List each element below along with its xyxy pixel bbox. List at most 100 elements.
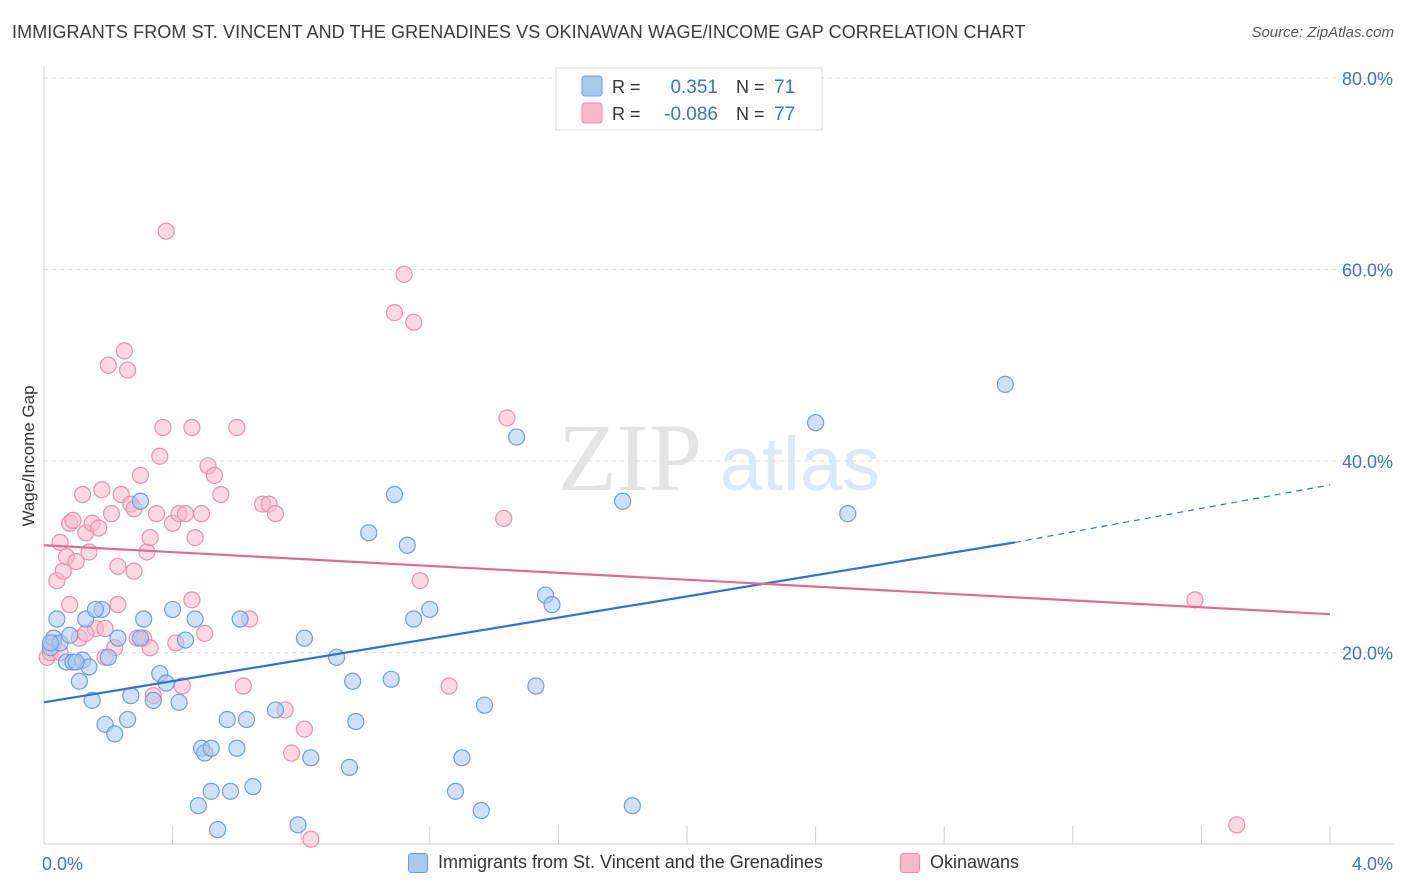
okinawans-trend-line	[43, 544, 1331, 616]
legend-n-label-2: N =	[736, 104, 765, 124]
pink-point-48	[212, 485, 230, 504]
legend-swatch-immigrants	[408, 852, 428, 873]
pink-point-65	[1186, 591, 1204, 609]
blue-point-44	[340, 758, 359, 777]
pink-point-68	[61, 596, 79, 614]
pink-point-45	[192, 505, 211, 523]
pink-point-34	[147, 505, 166, 523]
blue-point-41	[295, 629, 314, 647]
blue-point-20	[135, 610, 153, 628]
chart-source: Source: ZipAtlas.com	[1251, 24, 1394, 41]
pink-point-74	[183, 591, 201, 609]
x-tick-label-max: 4.0%	[1352, 854, 1393, 874]
legend-n-value-2: 77	[774, 104, 795, 125]
blue-point-40	[289, 816, 307, 834]
blue-point-61	[614, 492, 632, 510]
legend-r-value-1: 0.351	[670, 77, 718, 98]
blue-point-19	[131, 629, 150, 647]
pink-point-66	[1228, 816, 1246, 834]
gridlines	[44, 77, 1394, 653]
legend-swatch-pink	[581, 102, 603, 124]
pink-point-56	[295, 720, 314, 738]
blue-point-58	[527, 677, 545, 695]
okinawans-points	[38, 222, 1246, 848]
blue-point-49	[385, 485, 404, 504]
pink-point-49	[228, 418, 246, 437]
pink-point-63	[495, 509, 513, 528]
blue-point-68	[86, 600, 105, 619]
legend-item-okinawans: Okinawans	[900, 852, 1019, 873]
y-tick-label-60: 60.0%	[1342, 261, 1393, 281]
blue-point-51	[405, 610, 423, 628]
blue-point-53	[446, 782, 465, 800]
immigrants-trend-line	[43, 541, 1016, 704]
blue-point-60	[543, 596, 561, 614]
pink-point-62	[440, 677, 458, 695]
blue-point-42	[302, 749, 320, 767]
blue-point-55	[472, 801, 490, 820]
blue-point-31	[202, 782, 220, 800]
blue-point-37	[237, 710, 256, 729]
blue-point-27	[186, 610, 204, 628]
pink-point-29	[131, 466, 150, 484]
immigrants-trend-extension	[1014, 484, 1331, 543]
pink-point-53	[266, 505, 285, 523]
legend-r-label-2: R =	[612, 104, 641, 124]
blue-point-64	[839, 505, 857, 523]
series-legend: Immigrants from St. Vincent and the Gren…	[0, 848, 1406, 880]
pink-point-59	[395, 265, 413, 283]
blue-point-25	[170, 693, 188, 711]
blue-point-15	[106, 725, 124, 743]
blue-point-24	[164, 600, 182, 619]
blue-point-33	[218, 710, 236, 729]
pink-point-60	[405, 313, 423, 331]
blue-point-7	[70, 672, 88, 690]
pink-point-35	[151, 447, 169, 465]
blue-point-62	[623, 797, 641, 815]
blue-point-56	[475, 696, 494, 714]
pink-point-58	[385, 303, 404, 322]
legend-label-okinawans: Okinawans	[930, 852, 1020, 872]
legend-n-label-1: N =	[736, 77, 765, 97]
trend-lines	[43, 484, 1331, 704]
blue-point-30	[202, 739, 220, 757]
blue-point-21	[144, 691, 162, 709]
pink-point-17	[93, 481, 111, 499]
y-tick-label-80: 80.0%	[1342, 69, 1393, 89]
blue-point-48	[382, 670, 400, 688]
blue-point-5	[61, 626, 79, 644]
watermark-zip: ZIP	[558, 404, 702, 511]
pink-point-44	[186, 528, 204, 547]
legend-r-label-1: R =	[612, 77, 641, 97]
legend-r-value-2: -0.086	[664, 104, 718, 125]
blue-point-52	[421, 600, 439, 619]
pink-point-11	[73, 485, 92, 504]
tick-labels: 20.0% 40.0% 60.0% 80.0% 0.0% 4.0%	[42, 69, 1393, 874]
blue-point-47	[360, 524, 378, 542]
blue-point-43	[327, 648, 346, 666]
pink-point-64	[498, 409, 516, 427]
pink-point-42	[176, 505, 195, 523]
blue-point-2	[48, 610, 66, 628]
y-tick-label-40: 40.0%	[1342, 452, 1393, 472]
y-tick-label-20: 20.0%	[1342, 644, 1393, 664]
pink-point-4	[51, 533, 69, 551]
pink-point-43	[183, 418, 201, 437]
pink-point-19	[99, 356, 117, 374]
pink-point-75	[196, 624, 214, 642]
legend-swatch-blue	[581, 75, 603, 97]
immigrants-points	[41, 375, 1014, 839]
pink-point-36	[154, 418, 172, 437]
pink-point-9	[67, 552, 85, 571]
pink-point-57	[302, 830, 320, 848]
pink-point-47	[205, 466, 223, 484]
legend-label-immigrants: Immigrants from St. Vincent and the Gren…	[438, 852, 823, 872]
blue-point-70	[189, 797, 207, 815]
blue-point-57	[508, 428, 526, 446]
pink-point-16	[90, 519, 108, 537]
pink-point-69	[77, 624, 95, 642]
blue-point-17	[118, 710, 137, 729]
pink-point-25	[118, 361, 137, 379]
pink-point-22	[109, 557, 127, 575]
pink-point-55	[282, 744, 301, 762]
